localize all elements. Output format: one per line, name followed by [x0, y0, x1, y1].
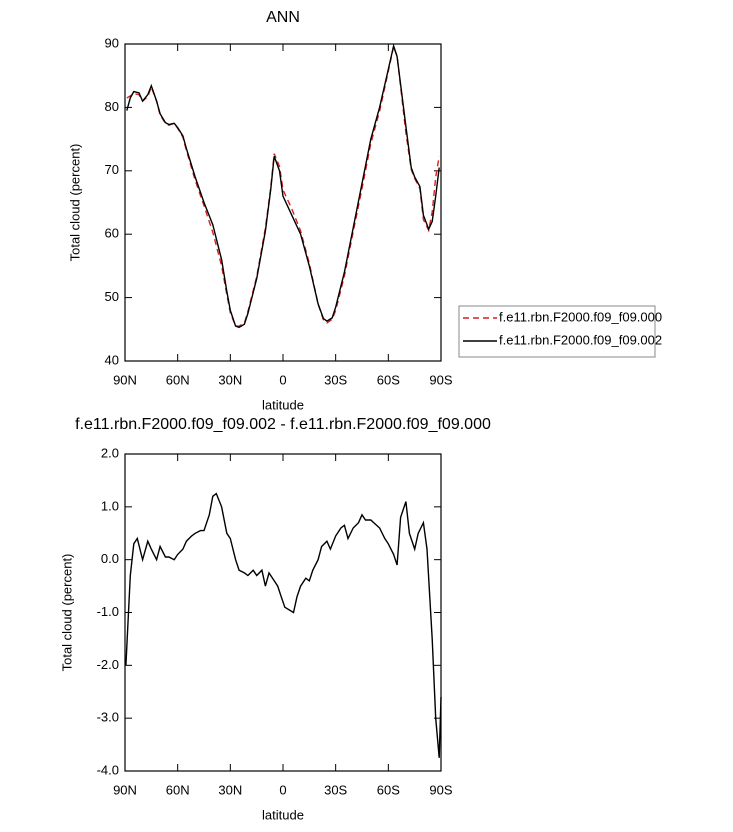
y-tick-label: 60	[105, 226, 119, 241]
legend-label: f.e11.rbn.F2000.f09_f09.002	[499, 332, 662, 347]
x-tick-label: 90N	[113, 782, 137, 797]
data-line	[126, 43, 440, 329]
y-tick-label: 90	[105, 35, 119, 50]
x-tick-label: 30N	[218, 372, 242, 387]
x-tick-label: 60S	[377, 372, 400, 387]
chart-title: ANN	[266, 9, 300, 26]
x-tick-label: 60N	[166, 782, 190, 797]
y-tick-label: 1.0	[101, 498, 119, 513]
legend-label: f.e11.rbn.F2000.f09_f09.000	[499, 309, 662, 324]
data-line	[125, 492, 442, 758]
x-tick-label: 30N	[218, 782, 242, 797]
y-axis-label: Total cloud (percent)	[59, 554, 74, 672]
y-tick-label: -3.0	[97, 710, 119, 725]
x-tick-label: 30S	[324, 782, 347, 797]
x-tick-label: 60N	[166, 372, 190, 387]
y-tick-label: 50	[105, 289, 119, 304]
x-tick-label: 0	[279, 372, 286, 387]
plot-frame	[124, 453, 442, 772]
y-tick-label: -2.0	[97, 657, 119, 672]
y-tick-label: 80	[105, 99, 119, 114]
y-tick-label: 70	[105, 162, 119, 177]
x-axis-label: latitude	[262, 807, 304, 822]
data-line	[126, 43, 440, 327]
y-tick-label: 40	[105, 352, 119, 367]
x-tick-label: 90S	[429, 372, 452, 387]
x-tick-label: 90S	[429, 782, 452, 797]
x-tick-label: 60S	[377, 782, 400, 797]
y-tick-label: 0.0	[101, 551, 119, 566]
legend-box	[458, 305, 656, 358]
chart-title: f.e11.rbn.F2000.f09_f09.002 - f.e11.rbn.…	[75, 416, 491, 433]
x-tick-label: 90N	[113, 372, 137, 387]
y-tick-label: -4.0	[97, 762, 119, 777]
y-tick-label: -1.0	[97, 604, 119, 619]
plot-frame	[124, 43, 442, 362]
y-axis-label: Total cloud (percent)	[67, 144, 82, 262]
x-axis-label: latitude	[262, 397, 304, 412]
y-tick-label: 2.0	[101, 445, 119, 460]
x-tick-label: 30S	[324, 372, 347, 387]
x-tick-label: 0	[279, 782, 286, 797]
